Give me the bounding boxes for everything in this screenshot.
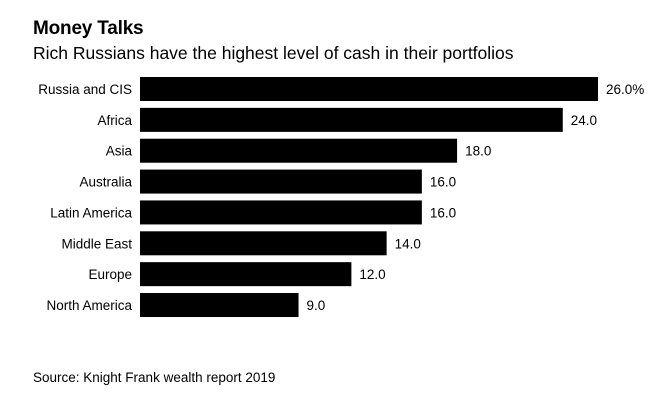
category-label-australia: Australia [79,175,132,190]
chart-subtitle: Rich Russians have the highest level of … [33,43,514,63]
bar-africa [140,107,563,132]
value-label-africa: 24.0 [571,113,597,128]
value-label-australia: 16.0 [430,175,456,190]
value-label-middle-east: 14.0 [395,236,421,251]
bar-australia [140,169,422,194]
value-label-asia: 18.0 [465,144,491,159]
bar-north-america [140,293,299,318]
category-label-russia-and-cis: Russia and CIS [38,82,132,97]
value-label-europe: 12.0 [359,267,385,282]
chart-title: Money Talks [33,18,144,39]
category-label-middle-east: Middle East [61,236,132,251]
bar-russia-and-cis [140,77,598,101]
source-note: Source: Knight Frank wealth report 2019 [33,370,276,385]
bar-europe [140,262,352,287]
bar-middle-east [140,231,387,256]
category-label-europe: Europe [88,267,132,282]
category-label-asia: Asia [106,144,133,159]
bar-asia [140,138,458,163]
value-label-russia-and-cis: 26.0% [606,82,644,97]
category-label-africa: Africa [97,113,132,128]
category-label-latin-america: Latin America [50,205,132,220]
value-label-north-america: 9.0 [307,298,326,313]
value-label-latin-america: 16.0 [430,205,456,220]
bar-latin-america [140,200,422,225]
category-label-north-america: North America [46,298,132,313]
